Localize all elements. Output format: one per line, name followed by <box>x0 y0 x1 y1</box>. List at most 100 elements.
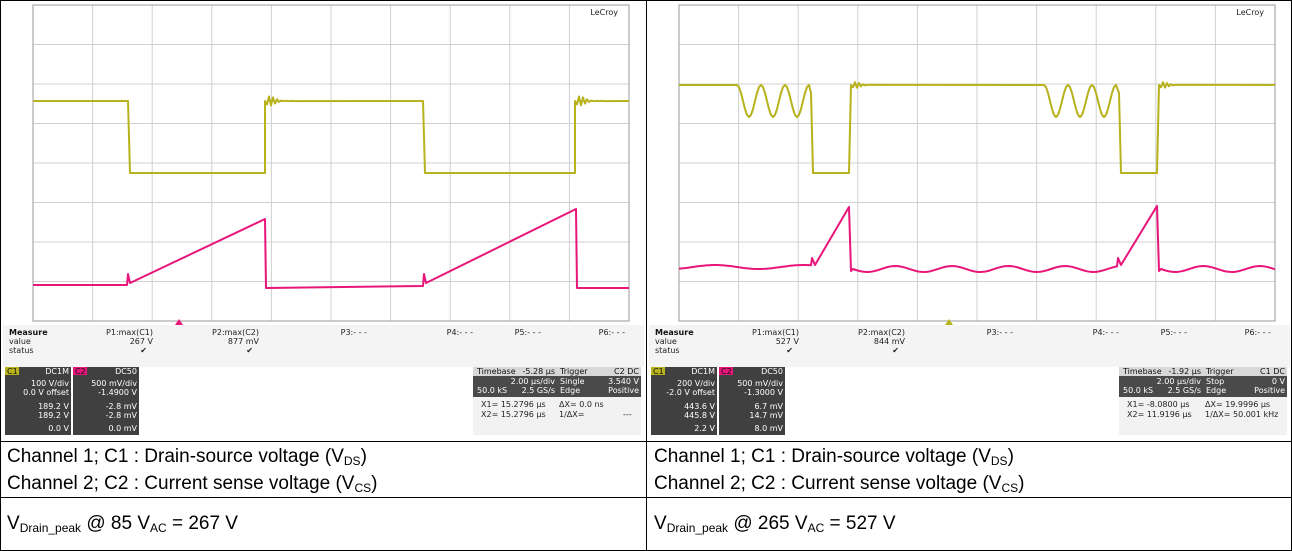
table-divider-1 <box>1 441 1291 442</box>
cursor-inv-value: --- <box>623 410 632 419</box>
caption-ch1-text: Channel 1; C1 : Drain-source voltage (V <box>654 446 991 467</box>
ch1-waveform-left <box>33 95 630 174</box>
table-divider-2 <box>1 497 1291 498</box>
c2-vdiv: 500 mV/div <box>737 379 783 388</box>
peak-sub: Drain_peak <box>19 521 82 535</box>
peak-value: = 527 V <box>824 513 896 534</box>
c1-delta: 2.2 V <box>694 424 715 433</box>
trigger-mode: Stop <box>1206 377 1224 386</box>
c2-vdiv: 500 mV/div <box>91 379 137 388</box>
measure-row-status: status <box>655 346 680 355</box>
timebase-div: 2.00 µs/div <box>1157 377 1202 386</box>
c2-cursor1: 6.7 mV <box>754 402 783 411</box>
c1-vdiv: 100 V/div <box>31 379 69 388</box>
c2-cursor2: -2.8 mV <box>106 411 138 420</box>
c1-tag-text: C1 <box>653 367 664 376</box>
scope-panel-right: Measure value status P1:max(C1) 527 V ✔ P2:max… <box>649 3 1290 439</box>
caption-left-peak: VDrain_peak @ 85 VAC = 267 V <box>7 510 238 537</box>
measure-row-value: value <box>655 337 677 346</box>
peak-v: V <box>7 513 20 534</box>
trigger-label: Trigger <box>1205 367 1234 376</box>
peak-ac: AC <box>150 521 167 535</box>
c1-cursor2: 445.8 V <box>684 411 715 420</box>
measure-param-status: ✔ <box>892 346 899 355</box>
caption-right-peak: VDrain_peak @ 265 VAC = 527 V <box>654 510 896 537</box>
cursor-box <box>1119 397 1287 435</box>
c1-delta: 0.0 V <box>48 424 69 433</box>
measure-param-name: P2:max(C2) <box>858 328 905 337</box>
measure-param-status: ✔ <box>786 346 793 355</box>
c2-delta: 8.0 mV <box>754 424 783 433</box>
scope-panel-left: Measure value status P1:max(C1) 267 V ✔ P2:max… <box>3 3 644 439</box>
measure-param-value: 527 V <box>776 337 800 346</box>
measure-area <box>3 325 644 367</box>
timebase-label: Timebase <box>476 367 516 376</box>
trigger-type: Edge <box>560 386 580 395</box>
c1-box-tag <box>5 367 19 375</box>
measure-param-name: P6:- - - <box>599 328 625 337</box>
measure-param-name: P4:- - - <box>1093 328 1119 337</box>
peak-at: @ 85 V <box>81 513 150 534</box>
timebase-value: -5.28 µs <box>523 367 556 376</box>
timebase-header <box>473 367 641 376</box>
cursor-x2: X2= 11.9196 µs <box>1127 410 1192 419</box>
ch2-waveform-left <box>33 208 629 289</box>
measure-param-name: P5:- - - <box>1161 328 1187 337</box>
cursor-x2: X2= 15.2796 µs <box>481 410 546 419</box>
lecroy-logo: LeCroy <box>590 8 618 17</box>
caption-ch1-text: Channel 1; C1 : Drain-source voltage (V <box>7 446 344 467</box>
caption-close: ) <box>1007 446 1014 467</box>
ch1-waveform-right <box>679 81 1276 174</box>
c2-box <box>719 367 785 435</box>
timebase-label: Timebase <box>1122 367 1162 376</box>
measure-param-name: P1:max(C1) <box>752 328 799 337</box>
c1-vdiv: 200 V/div <box>677 379 715 388</box>
trigger-marker <box>945 319 953 325</box>
cursor-x1: X1= -8.0800 µs <box>1127 400 1190 409</box>
c1-box <box>5 367 71 435</box>
measure-param-name: P2:max(C2) <box>212 328 259 337</box>
trigger-marker <box>175 319 183 325</box>
c1-cursor2: 189.2 V <box>38 411 69 420</box>
c2-coupling: DC50 <box>761 367 783 376</box>
c1-coupling: DC1M <box>691 367 715 376</box>
measure-area <box>649 325 1290 367</box>
grid-border <box>678 4 1276 322</box>
trigger-mode: Single <box>560 377 585 386</box>
c1-box-tag <box>651 367 665 375</box>
caption-ch2-sub: CS <box>1001 481 1019 495</box>
peak-sub: Drain_peak <box>666 521 729 535</box>
c2-cursor1: -2.8 mV <box>106 402 138 411</box>
caption-left-channels: Channel 1; C1 : Drain-source voltage (VD… <box>7 443 377 497</box>
measure-param-name: P4:- - - <box>447 328 473 337</box>
c2-box-tag <box>73 367 87 375</box>
trigger-level: 0 V <box>1272 377 1286 386</box>
measure-param-value: 844 mV <box>874 337 906 346</box>
trigger-type: Edge <box>1206 386 1226 395</box>
caption-close: ) <box>1018 473 1025 494</box>
c2-box <box>73 367 139 435</box>
ch2-waveform-right <box>678 205 1276 273</box>
c2-cursor2: 14.7 mV <box>749 411 783 420</box>
c2-tag-text: C2 <box>75 367 86 376</box>
timebase-header <box>1119 367 1287 376</box>
table-divider-vertical <box>646 1 647 550</box>
c2-tag-text: C2 <box>721 367 732 376</box>
peak-value: = 267 V <box>166 513 238 534</box>
c2-offset: -1.4900 V <box>98 388 137 397</box>
c1-coupling: DC1M <box>45 367 69 376</box>
timebase-rate: 2.5 GS/s <box>1168 386 1201 395</box>
measure-param-name: P5:- - - <box>515 328 541 337</box>
caption-ch2-text: Channel 2; C2 : Current sense voltage (V <box>7 473 355 494</box>
trigger-label: Trigger <box>559 367 588 376</box>
c1-cursor1: 189.2 V <box>38 402 69 411</box>
measure-param-status: ✔ <box>246 346 253 355</box>
cursor-box <box>473 397 641 435</box>
trigger-level: 3.540 V <box>608 377 639 386</box>
peak-v: V <box>654 513 667 534</box>
caption-ch1-sub: DS <box>343 454 361 468</box>
cursor-x1: X1= 15.2796 µs <box>481 400 546 409</box>
timebase-div: 2.00 µs/div <box>511 377 556 386</box>
